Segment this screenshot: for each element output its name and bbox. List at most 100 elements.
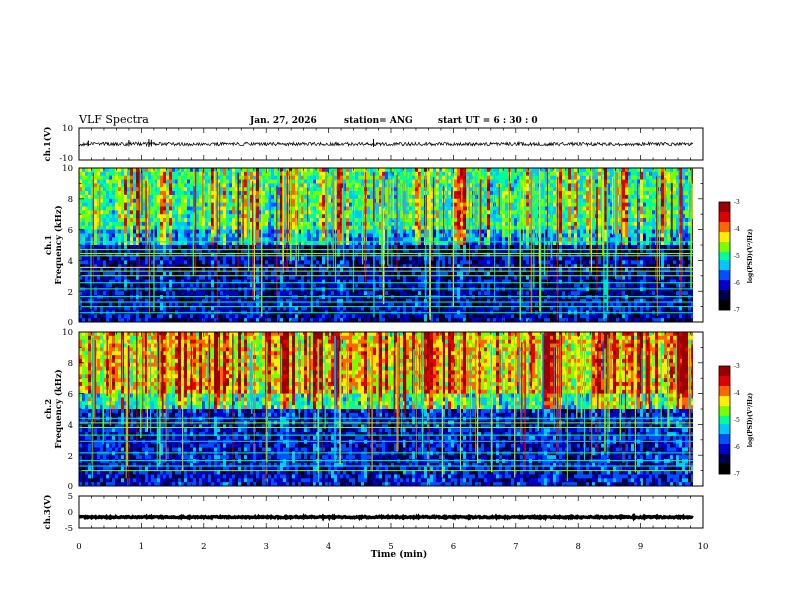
spectrogram-cell [118, 191, 122, 196]
spectrogram-cell [118, 241, 122, 246]
spectrogram-cell [421, 252, 425, 257]
spectrogram-cell [688, 168, 692, 173]
spectrogram-cell [586, 210, 590, 215]
spectrogram-cell [466, 171, 470, 176]
spectrogram-cell [208, 252, 212, 257]
spectrogram-cell [340, 183, 344, 188]
spectrogram-cell [127, 171, 131, 176]
spectrogram-cell [79, 252, 83, 257]
spectrogram-cell [490, 198, 494, 203]
spectrogram-cell [457, 198, 461, 203]
spectrogram-cell [562, 233, 566, 238]
spectrogram-cell [151, 175, 155, 180]
spectrogram-cell [238, 252, 242, 257]
spectrogram-cell [565, 233, 569, 238]
spectrogram-cell [85, 179, 89, 184]
spectrogram-cell [517, 191, 521, 196]
spectrogram-cell [370, 168, 374, 173]
spectrogram-cell [223, 210, 227, 215]
spectrogram-cell [343, 237, 347, 242]
spectrogram-cell [265, 241, 269, 246]
spectrogram-cell [400, 210, 404, 215]
spectrogram-cell [196, 187, 200, 192]
spectrogram-cell [346, 202, 350, 207]
spectrogram-cell [604, 206, 608, 211]
spectrogram-cell [610, 252, 614, 257]
spectrogram-cell [523, 171, 527, 176]
spectrogram-cell [181, 206, 185, 211]
spectrogram-cell [478, 241, 482, 246]
spectrogram-cell [181, 198, 185, 203]
spectrogram-cell [112, 237, 116, 242]
spectrogram-cell [235, 237, 239, 242]
spectrogram-cell [646, 221, 650, 227]
spectrogram-cell [322, 241, 326, 246]
spectrogram-cell [160, 187, 164, 192]
spectrogram-cell [664, 248, 668, 253]
spectrogram-cell [649, 218, 653, 223]
spectrogram-cell [637, 202, 641, 207]
spectrogram-cell [256, 248, 260, 253]
spectrogram-cell [166, 187, 170, 192]
spectrogram-cell [568, 252, 572, 257]
spectrogram-cell [127, 202, 131, 207]
spectrogram-cell [643, 218, 647, 223]
spectrogram-cell [409, 168, 413, 173]
spectrogram-cell [565, 218, 569, 223]
spectrogram-cell [610, 202, 614, 207]
spectrogram-cell [514, 194, 518, 200]
spectrogram-cell [598, 187, 602, 192]
spectrogram-cell [586, 214, 590, 219]
spectrogram-cell [643, 241, 647, 246]
spectrogram-cell [523, 183, 527, 188]
spectrogram-cell [547, 225, 551, 230]
spectrogram-cell [685, 194, 689, 200]
spectrogram-cell [547, 168, 551, 173]
spectrogram-cell [448, 210, 452, 215]
spectrogram-cell [202, 233, 206, 238]
spectrogram-cell [445, 225, 449, 230]
spectrogram-cell [589, 225, 593, 230]
spectrogram-cell [607, 245, 611, 250]
spectrogram-cell [142, 206, 146, 211]
spectrogram-cell [328, 252, 332, 257]
spectrogram-cell [226, 241, 230, 246]
spectrogram-cell [451, 252, 455, 257]
spectrogram-cell [517, 225, 521, 230]
spectrogram-cell [337, 221, 341, 227]
spectrogram-cell [688, 248, 692, 253]
spectrogram-cell [361, 179, 365, 184]
spectrogram-cell [502, 194, 506, 200]
spectrogram-cell [85, 218, 89, 223]
spectrogram-cell [229, 210, 233, 215]
spectrogram-cell [460, 168, 464, 173]
spectrogram-cell [358, 194, 362, 200]
spectrogram-cell [250, 210, 254, 215]
spectrogram-cell [172, 248, 176, 253]
spectrogram-cell [181, 252, 185, 257]
spectrogram-cell [187, 252, 191, 257]
spectrogram-cell [187, 225, 191, 230]
spectrogram-cell [406, 206, 410, 211]
spectrogram-cell [316, 241, 320, 246]
spectrogram-cell [115, 241, 119, 246]
spectrogram-cell [250, 175, 254, 180]
spectrogram-cell [304, 202, 308, 207]
spectrogram-cell [649, 194, 653, 200]
spectrogram-cell [151, 248, 155, 253]
spectrogram-cell [292, 206, 296, 211]
spectrogram-cell [523, 225, 527, 230]
spectrogram-cell [661, 168, 665, 173]
spectrogram-cell [100, 256, 104, 261]
spectrogram-cell [175, 218, 179, 223]
spectrogram-cell [112, 221, 116, 227]
spectrogram-cell [682, 210, 686, 215]
spectrogram-cell [574, 210, 578, 215]
spectrogram-cell [559, 214, 563, 219]
spectrogram-cell [211, 194, 215, 200]
spectrogram-cell [409, 225, 413, 230]
spectrogram-cell [136, 241, 140, 246]
spectrogram-cell [262, 233, 266, 238]
spectrogram-cell [646, 229, 650, 234]
spectrogram-cell [343, 206, 347, 211]
